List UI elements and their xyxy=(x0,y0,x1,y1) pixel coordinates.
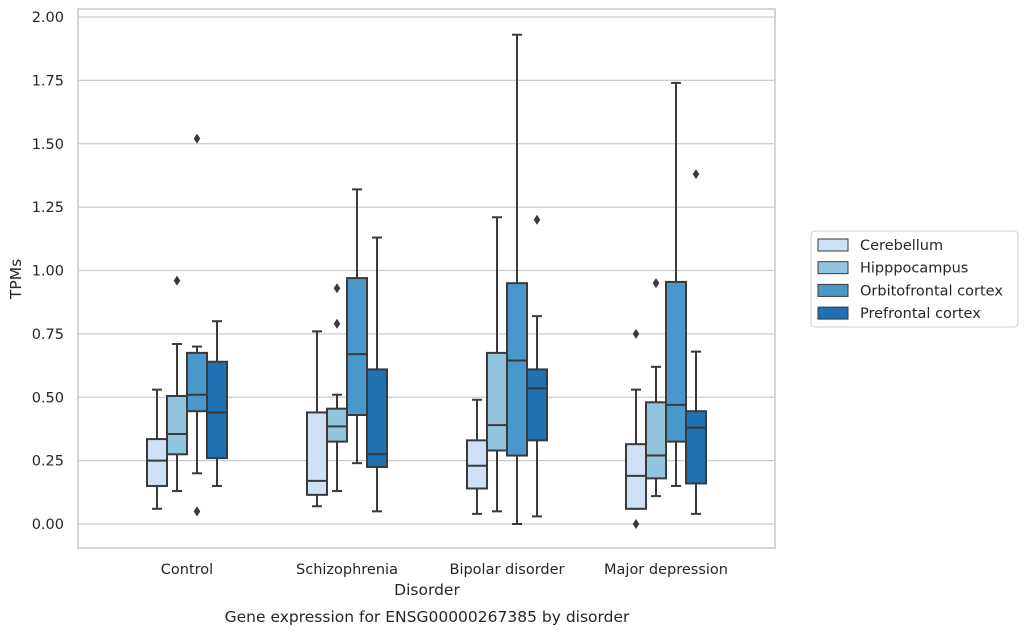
box xyxy=(206,360,228,460)
x-axis-label: Disorder xyxy=(394,581,460,599)
legend-frame xyxy=(810,230,1019,328)
series-hipppocampus xyxy=(166,216,667,513)
x-axis-ticks: Control Schizophrenia Bipolar disorder Majo… xyxy=(161,562,728,578)
box xyxy=(326,407,348,443)
y-tick-label: 2.00 xyxy=(32,10,64,26)
outlier-point xyxy=(193,133,201,144)
outlier-point xyxy=(333,318,341,329)
y-axis-ticks: 0.00 0.25 0.50 0.75 1.00 1.25 1.50 1.75 2.00 xyxy=(32,10,64,533)
box xyxy=(346,277,368,416)
plot-area-frame xyxy=(77,8,776,549)
outlier-point xyxy=(652,278,660,289)
x-tick-label: Schizophrenia xyxy=(296,562,398,578)
box xyxy=(645,401,667,480)
legend-label: Prefrontal cortex xyxy=(860,306,981,322)
legend-label: Orbitofrontal cortex xyxy=(860,283,1003,299)
box xyxy=(306,411,328,496)
y-tick-label: 0.25 xyxy=(32,454,64,470)
legend-label: Hipppocampus xyxy=(860,261,968,277)
x-tick-label: Control xyxy=(161,562,213,578)
box xyxy=(685,410,707,485)
box-series xyxy=(146,33,707,529)
box xyxy=(665,280,687,443)
y-tick-label: 1.25 xyxy=(32,200,64,216)
outlier-point xyxy=(632,519,640,529)
y-tick-label: 0.00 xyxy=(32,517,64,533)
x-tick-label: Bipolar disorder xyxy=(450,562,565,578)
box xyxy=(466,439,488,490)
legend: Cerebellum Hipppocampus Orbitofrontal cort… xyxy=(810,230,1019,328)
series-cerebellum xyxy=(146,328,647,529)
box xyxy=(186,351,208,413)
legend-swatch xyxy=(817,261,849,275)
box xyxy=(366,368,388,468)
legend-swatch xyxy=(817,238,849,252)
box xyxy=(166,394,188,456)
series-orbitofrontal-cortex xyxy=(186,33,687,525)
box xyxy=(506,282,528,457)
x-tick-label: Major depression xyxy=(604,562,728,578)
series-prefrontal-cortex xyxy=(206,169,707,518)
y-tick-label: 1.00 xyxy=(32,264,64,280)
legend-label: Cerebellum xyxy=(860,238,943,254)
legend-swatch xyxy=(817,283,849,297)
box xyxy=(526,368,548,442)
y-tick-label: 1.75 xyxy=(32,73,64,89)
outlier-point xyxy=(173,275,181,286)
outlier-point xyxy=(333,283,341,294)
box xyxy=(486,351,508,452)
legend-swatch xyxy=(817,306,849,320)
y-tick-label: 0.50 xyxy=(32,390,64,406)
outlier-point xyxy=(692,169,700,180)
chart-caption: Gene expression for ENSG00000267385 by d… xyxy=(225,608,630,626)
outlier-point xyxy=(632,328,640,339)
y-tick-label: 1.50 xyxy=(32,137,64,153)
outlier-point xyxy=(533,214,541,225)
y-axis-label: TPMs xyxy=(7,259,25,300)
y-tick-label: 0.75 xyxy=(32,327,64,343)
box xyxy=(146,438,168,487)
outlier-point xyxy=(193,506,201,517)
